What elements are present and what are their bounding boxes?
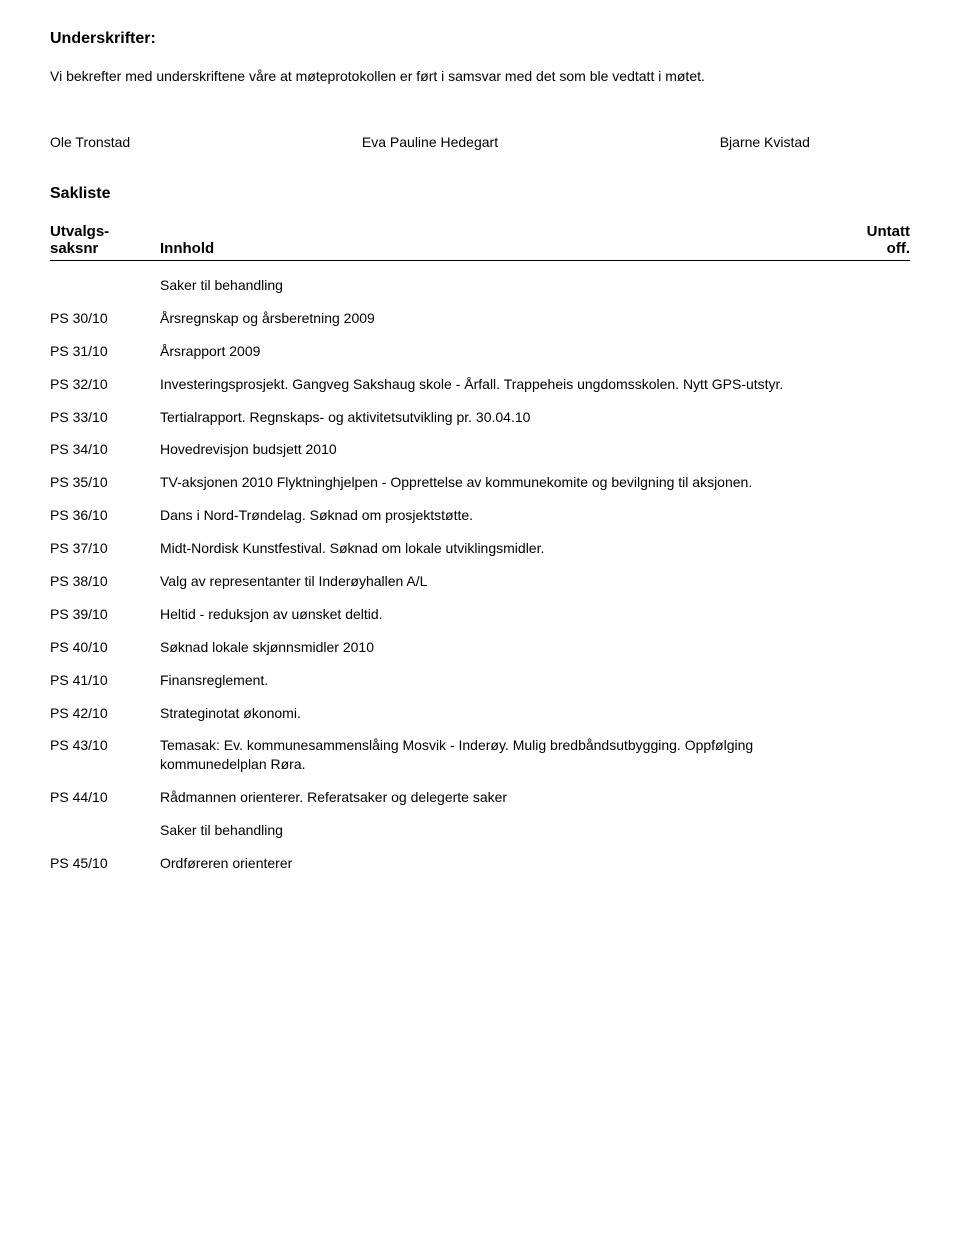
header-saksnr: saksnr: [50, 240, 160, 257]
table-header: Utvalgs- saksnr Innhold Untatt off.: [50, 223, 910, 261]
table-row: PS 32/10Investeringsprosjekt. Gangveg Sa…: [50, 375, 910, 394]
row-id: PS 45/10: [50, 854, 160, 873]
row-text: Investeringsprosjekt. Gangveg Sakshaug s…: [160, 375, 910, 394]
row-id: PS 44/10: [50, 788, 160, 807]
row-id: PS 35/10: [50, 473, 160, 492]
row-id: PS 34/10: [50, 440, 160, 459]
table-row: PS 45/10Ordføreren orienterer: [50, 854, 910, 873]
row-id: [50, 276, 160, 295]
table-row: Saker til behandling: [50, 821, 910, 840]
row-text: Heltid - reduksjon av uønsket deltid.: [160, 605, 910, 624]
row-text: TV-aksjonen 2010 Flyktninghjelpen - Oppr…: [160, 473, 910, 492]
row-id: PS 39/10: [50, 605, 160, 624]
row-text: Saker til behandling: [160, 276, 910, 295]
rows-container: Saker til behandlingPS 30/10Årsregnskap …: [50, 276, 910, 873]
row-id: [50, 821, 160, 840]
row-id: PS 41/10: [50, 671, 160, 690]
row-id: PS 36/10: [50, 506, 160, 525]
row-id: PS 31/10: [50, 342, 160, 361]
row-text: Strateginotat økonomi.: [160, 704, 910, 723]
table-row: PS 39/10Heltid - reduksjon av uønsket de…: [50, 605, 910, 624]
signature-1: Ole Tronstad: [50, 134, 303, 150]
row-text: Temasak: Ev. kommunesammenslåing Mosvik …: [160, 736, 910, 774]
table-row: PS 33/10Tertialrapport. Regnskaps- og ak…: [50, 408, 910, 427]
row-text: Årsregnskap og årsberetning 2009: [160, 309, 910, 328]
row-id: PS 38/10: [50, 572, 160, 591]
row-text: Søknad lokale skjønnsmidler 2010: [160, 638, 910, 657]
table-row: PS 34/10Hovedrevisjon budsjett 2010: [50, 440, 910, 459]
table-row: PS 31/10Årsrapport 2009: [50, 342, 910, 361]
row-text: Hovedrevisjon budsjett 2010: [160, 440, 910, 459]
row-text: Dans i Nord-Trøndelag. Søknad om prosjek…: [160, 506, 910, 525]
table-row: PS 35/10TV-aksjonen 2010 Flyktninghjelpe…: [50, 473, 910, 492]
signature-3: Bjarne Kvistad: [557, 134, 910, 150]
table-row: PS 30/10Årsregnskap og årsberetning 2009: [50, 309, 910, 328]
table-row: PS 38/10Valg av representanter til Inder…: [50, 572, 910, 591]
table-row: PS 37/10Midt-Nordisk Kunstfestival. Søkn…: [50, 539, 910, 558]
intro-text: Vi bekrefter med underskriftene våre at …: [50, 68, 910, 84]
row-text: Valg av representanter til Inderøyhallen…: [160, 572, 910, 591]
row-id: PS 43/10: [50, 736, 160, 774]
row-id: PS 40/10: [50, 638, 160, 657]
table-row: PS 40/10Søknad lokale skjønnsmidler 2010: [50, 638, 910, 657]
header-untatt: Untatt: [830, 223, 910, 240]
row-text: Tertialrapport. Regnskaps- og aktivitets…: [160, 408, 910, 427]
table-row: PS 36/10Dans i Nord-Trøndelag. Søknad om…: [50, 506, 910, 525]
row-id: PS 37/10: [50, 539, 160, 558]
underskrifter-heading: Underskrifter:: [50, 30, 910, 48]
table-row: PS 43/10Temasak: Ev. kommunesammenslåing…: [50, 736, 910, 774]
row-text: Rådmannen orienterer. Referatsaker og de…: [160, 788, 910, 807]
table-row: PS 44/10Rådmannen orienterer. Referatsak…: [50, 788, 910, 807]
signature-2: Eva Pauline Hedegart: [303, 134, 556, 150]
row-text: Midt-Nordisk Kunstfestival. Søknad om lo…: [160, 539, 910, 558]
row-text: Årsrapport 2009: [160, 342, 910, 361]
row-id: PS 33/10: [50, 408, 160, 427]
header-innhold: Innhold: [160, 240, 830, 257]
signature-row: Ole Tronstad Eva Pauline Hedegart Bjarne…: [50, 134, 910, 150]
row-id: PS 30/10: [50, 309, 160, 328]
row-text: Saker til behandling: [160, 821, 910, 840]
table-row: PS 42/10Strateginotat økonomi.: [50, 704, 910, 723]
row-id: PS 32/10: [50, 375, 160, 394]
row-id: PS 42/10: [50, 704, 160, 723]
header-off: off.: [830, 240, 910, 257]
table-row: Saker til behandling: [50, 276, 910, 295]
table-row: PS 41/10Finansreglement.: [50, 671, 910, 690]
sakliste-heading: Sakliste: [50, 185, 910, 203]
header-utvalgs: Utvalgs-: [50, 223, 160, 240]
row-text: Ordføreren orienterer: [160, 854, 910, 873]
row-text: Finansreglement.: [160, 671, 910, 690]
